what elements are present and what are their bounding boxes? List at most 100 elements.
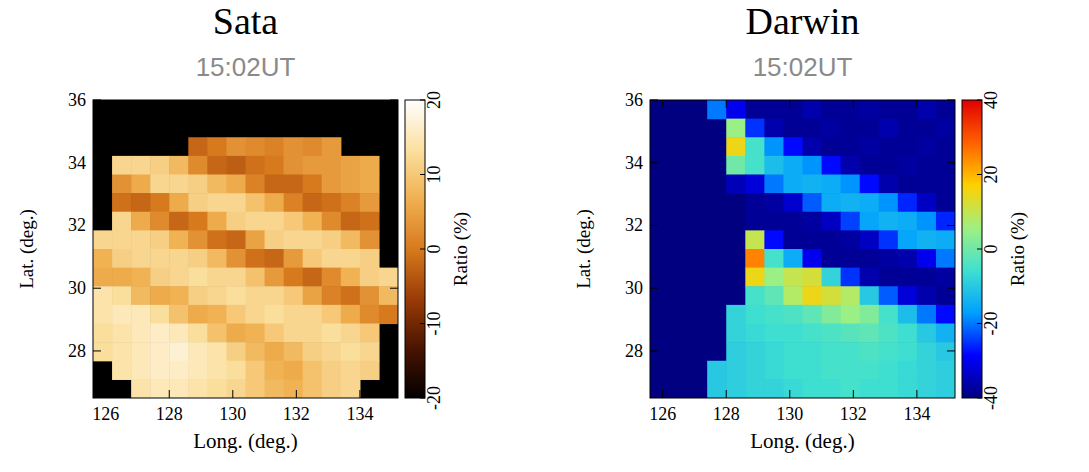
- cell: [822, 193, 842, 212]
- cell: [764, 119, 784, 138]
- cell: [745, 379, 765, 398]
- cell: [207, 137, 227, 156]
- cell: [188, 324, 208, 343]
- cell: [188, 379, 208, 398]
- cell: [112, 268, 132, 287]
- y-tick-label: 36: [625, 90, 643, 110]
- cell: [822, 230, 842, 249]
- y-tick: [650, 350, 658, 351]
- cell: [764, 268, 784, 287]
- cell: [169, 268, 189, 287]
- cell: [764, 324, 784, 343]
- cell: [188, 137, 208, 156]
- cell: [322, 361, 342, 380]
- cell: [936, 361, 955, 380]
- x-tick-label: 126: [649, 404, 676, 424]
- x-tick: [105, 390, 106, 398]
- cell: [284, 305, 304, 324]
- cell: [112, 193, 132, 212]
- cell: [803, 361, 823, 380]
- y-tick-label: 36: [68, 90, 86, 110]
- cell: [341, 286, 361, 305]
- cell: [169, 156, 189, 175]
- cell: [936, 212, 955, 231]
- cell: [707, 379, 727, 398]
- x-tick-label: 134: [346, 404, 373, 424]
- cell: [131, 342, 151, 361]
- cell: [207, 305, 227, 324]
- cell: [188, 230, 208, 249]
- cell: [841, 119, 861, 138]
- cell: [803, 230, 823, 249]
- cell: [112, 156, 132, 175]
- cell: [936, 137, 955, 156]
- y-tick: [390, 100, 398, 101]
- cell: [841, 268, 861, 287]
- cell: [226, 230, 246, 249]
- cell: [150, 342, 170, 361]
- y-tick: [390, 225, 398, 226]
- cell: [803, 286, 823, 305]
- cell: [764, 212, 784, 231]
- cell: [726, 379, 746, 398]
- cell: [745, 324, 765, 343]
- cell: [112, 249, 132, 268]
- cell: [150, 305, 170, 324]
- cell: [169, 305, 189, 324]
- cell: [745, 249, 765, 268]
- panel: Darwin15:02UT1261281301321342830323436Lo…: [573, 0, 1029, 453]
- cell: [265, 230, 285, 249]
- y-tick: [390, 162, 398, 163]
- cell: [112, 361, 132, 380]
- x-tick: [296, 390, 297, 398]
- cell: [764, 137, 784, 156]
- panel: Sata15:02UT1261281301321342830323436Long…: [16, 0, 472, 453]
- cell: [93, 249, 113, 268]
- cell: [860, 137, 880, 156]
- cell: [841, 156, 861, 175]
- x-tick: [296, 100, 297, 108]
- cell: [226, 175, 246, 194]
- cell: [764, 286, 784, 305]
- cell: [917, 193, 937, 212]
- cell: [860, 175, 880, 194]
- cell: [841, 305, 861, 324]
- cell: [803, 342, 823, 361]
- cell: [764, 379, 784, 398]
- x-tick: [726, 100, 727, 108]
- cell: [783, 379, 803, 398]
- cell: [112, 212, 132, 231]
- cell: [150, 379, 170, 398]
- cell: [226, 324, 246, 343]
- cell: [803, 119, 823, 138]
- cell: [860, 268, 880, 287]
- cell: [246, 286, 266, 305]
- cell: [112, 175, 132, 194]
- cell: [226, 342, 246, 361]
- x-tick: [662, 100, 663, 108]
- cell: [131, 268, 151, 287]
- cell: [764, 175, 784, 194]
- cell: [745, 212, 765, 231]
- cell: [246, 305, 266, 324]
- cell: [169, 361, 189, 380]
- cell: [131, 305, 151, 324]
- cell: [265, 361, 285, 380]
- cell: [879, 342, 899, 361]
- cell: [783, 212, 803, 231]
- cell: [917, 342, 937, 361]
- cell: [917, 305, 937, 324]
- cell: [745, 342, 765, 361]
- cell: [188, 249, 208, 268]
- y-tick: [947, 162, 955, 163]
- colorbar-tick-label: -40: [981, 386, 1001, 410]
- y-tick-label: 30: [68, 278, 86, 298]
- colorbar-tick-label: -10: [424, 312, 444, 336]
- x-tick: [726, 390, 727, 398]
- cell: [764, 193, 784, 212]
- cell: [188, 268, 208, 287]
- cell: [745, 100, 765, 119]
- cell: [322, 230, 342, 249]
- y-tick-label: 34: [625, 153, 643, 173]
- cell: [246, 249, 266, 268]
